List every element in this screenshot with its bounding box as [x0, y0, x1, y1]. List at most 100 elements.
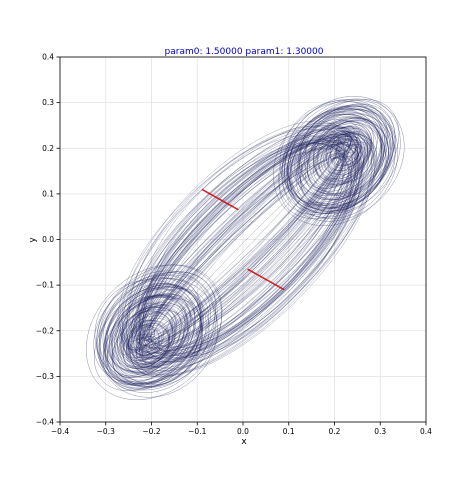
trajectory-transit — [135, 136, 352, 353]
x-tick-label: 0.3 — [374, 427, 386, 436]
trajectory-loop — [312, 123, 372, 182]
trajectory-transit — [138, 140, 359, 359]
trajectory-transit — [134, 142, 350, 344]
trajectory-transit — [136, 144, 355, 350]
trajectory-loop — [120, 302, 189, 370]
trajectory-transit — [136, 140, 362, 360]
trajectory-loop — [126, 323, 169, 366]
trajectory-loop — [287, 113, 386, 212]
trajectory-transit — [143, 141, 357, 361]
trajectory-transit — [139, 134, 349, 356]
trajectory-transit — [121, 131, 357, 350]
trajectory-loop — [99, 274, 211, 386]
red-section-mark — [247, 268, 285, 291]
trajectory-transit — [127, 125, 346, 349]
trajectory-loop — [300, 118, 386, 204]
trajectory-loop — [289, 113, 396, 219]
chart-title: param0: 1.50000 param1: 1.30000 — [165, 47, 324, 57]
trajectory-loop — [283, 112, 382, 210]
trajectory-transit — [129, 128, 349, 352]
trajectory-loop — [116, 306, 181, 370]
x-tick-label: 0.2 — [329, 427, 341, 436]
y-tick-label: 0.2 — [42, 144, 54, 153]
trajectory-transit — [141, 142, 350, 350]
y-tick-label: 0.4 — [42, 53, 54, 62]
y-axis-ticks: −0.4 −0.3 −0.2 −0.1 0.0 0.1 0.2 0.3 0.4 — [36, 53, 60, 427]
trajectory-transit — [125, 128, 360, 359]
y-tick-label: 0.3 — [42, 98, 54, 107]
y-axis-label: y — [28, 237, 38, 243]
trajectory-transit — [134, 139, 358, 356]
trajectory-loop — [117, 303, 189, 375]
trajectory-transit — [143, 143, 352, 354]
trajectory-transit — [132, 133, 359, 360]
trajectory-loop — [291, 112, 391, 212]
trajectory-transit — [129, 132, 378, 377]
trajectory-loop — [295, 109, 383, 197]
trajectory-transit — [119, 127, 369, 363]
trajectory-transit — [138, 133, 365, 372]
trajectory-loop — [287, 109, 396, 218]
trajectory-loop — [285, 99, 393, 207]
red-section-mark — [201, 188, 239, 211]
trajectory-transit — [121, 127, 360, 356]
trajectory-transit — [128, 127, 374, 378]
trajectory-transit — [146, 154, 347, 342]
x-tick-label: 0.4 — [420, 427, 432, 436]
trajectory-loop — [98, 278, 218, 398]
trajectory-transit — [131, 131, 375, 377]
trajectory-transit — [136, 130, 351, 359]
trajectory-transit — [136, 141, 373, 369]
x-tick-label: −0.3 — [97, 427, 115, 436]
trajectory-transit — [132, 135, 344, 343]
trajectory-loop — [327, 137, 373, 182]
trajectory-transit — [138, 139, 343, 344]
trajectory-transit — [148, 143, 347, 354]
trajectory-loop — [96, 277, 204, 385]
trajectory-loop — [127, 323, 170, 365]
trajectory-transit — [145, 151, 358, 354]
trajectory-transit — [142, 140, 362, 365]
trajectory-loop — [305, 119, 368, 182]
trajectory-transit — [119, 126, 358, 353]
trajectory-loop — [114, 293, 196, 375]
trajectory-loop — [128, 334, 147, 353]
trajectory-transit — [134, 143, 357, 350]
trajectory-transit — [134, 140, 340, 336]
x-axis-label: x — [241, 437, 247, 447]
trajectory-transit — [122, 128, 376, 373]
trajectory-transit — [133, 138, 358, 355]
trajectory-transit — [138, 142, 349, 348]
trajectory-loop — [114, 286, 203, 375]
trajectory-loop — [104, 284, 202, 381]
trajectory-transit — [129, 133, 377, 376]
trajectory-transit — [150, 157, 356, 351]
trajectory-loop — [129, 337, 150, 359]
y-tick-label: 0.0 — [42, 235, 54, 244]
trajectory-transit — [131, 134, 342, 341]
trajectory-transit — [125, 124, 361, 364]
attractor-trajectory — [85, 96, 405, 401]
trajectory-loop — [111, 302, 178, 369]
trajectory-loop — [284, 107, 382, 205]
trajectory-transit — [139, 137, 359, 363]
trajectory-loop — [126, 320, 170, 364]
trajectory-transit — [135, 130, 359, 367]
trajectory-loop — [93, 274, 202, 383]
trajectory-transit — [141, 149, 348, 341]
y-tick-label: −0.1 — [36, 281, 54, 290]
trajectory-loop — [140, 336, 160, 355]
trajectory-loop — [300, 120, 389, 209]
trajectory-transit — [117, 125, 362, 357]
trajectory-loop — [136, 329, 160, 353]
trajectory-loop — [299, 120, 387, 208]
trajectory-loop — [286, 113, 383, 210]
trajectory-loop — [119, 307, 173, 361]
trajectory-loop — [322, 139, 359, 175]
trajectory-transit — [141, 146, 358, 356]
trajectory-transit — [139, 144, 345, 342]
trajectory-transit — [150, 146, 340, 347]
trajectory-transit — [139, 133, 364, 371]
trajectory-loop — [97, 277, 204, 384]
